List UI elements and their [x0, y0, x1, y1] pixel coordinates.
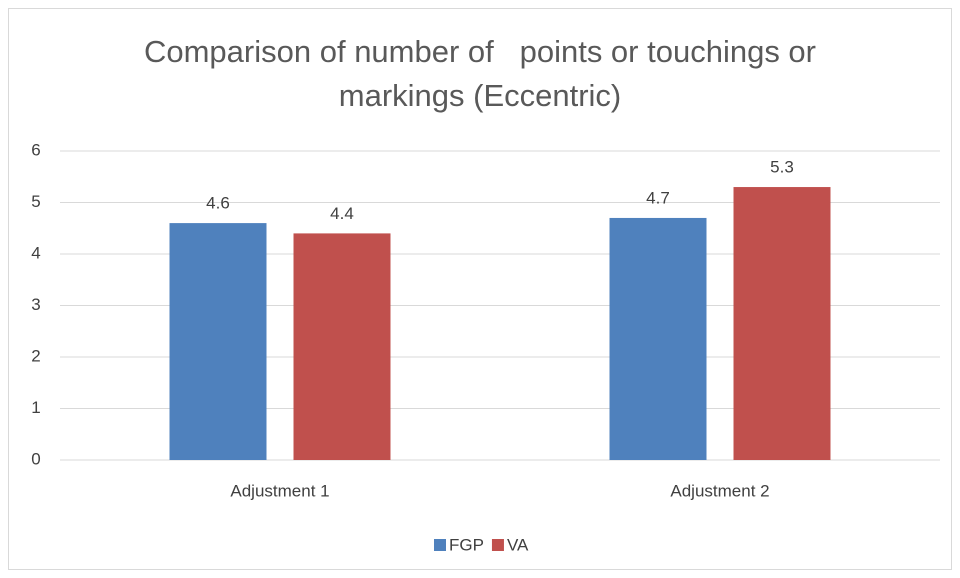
y-tick-label: 3: [31, 295, 40, 314]
legend-label: FGP: [449, 535, 484, 554]
bar: [293, 233, 391, 460]
x-tick-label: Adjustment 1: [230, 481, 329, 500]
x-tick-label: Adjustment 2: [670, 481, 769, 500]
y-tick-label: 2: [31, 346, 40, 365]
y-tick-label: 6: [31, 140, 40, 159]
data-label: 4.6: [206, 194, 230, 213]
legend-label: VA: [507, 535, 529, 554]
chart-title: Comparison of number of points or touchi…: [143, 34, 825, 113]
legend-swatch: [491, 539, 504, 551]
data-label: 5.3: [770, 158, 794, 177]
bar: [609, 217, 707, 460]
legend-swatch: [434, 539, 446, 551]
y-tick-label: 1: [31, 398, 40, 417]
y-tick-label: 5: [31, 192, 40, 211]
data-label: 4.7: [646, 188, 670, 207]
y-tick-label: 0: [31, 449, 40, 468]
bar: [169, 223, 267, 460]
bar: [733, 187, 831, 461]
y-tick-label: 4: [31, 243, 40, 262]
data-label: 4.4: [330, 204, 354, 223]
